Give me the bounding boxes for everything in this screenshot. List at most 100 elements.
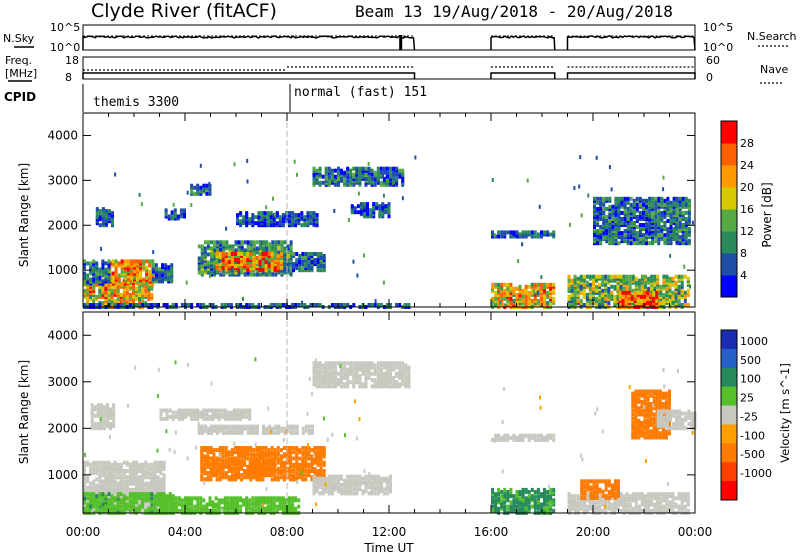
range-cell xyxy=(654,202,658,207)
range-cell xyxy=(636,298,640,303)
range-cell xyxy=(167,214,171,219)
range-cell xyxy=(156,504,160,509)
range-cell xyxy=(319,252,323,256)
range-cell xyxy=(298,475,302,480)
range-cell xyxy=(255,424,259,429)
range-cell xyxy=(638,237,642,242)
range-cell xyxy=(509,292,513,297)
range-cell xyxy=(675,202,679,207)
range-cell xyxy=(275,303,279,307)
range-cell xyxy=(92,259,96,264)
isolated-echo xyxy=(491,178,494,182)
range-cell xyxy=(530,232,534,237)
range-cell xyxy=(101,259,105,264)
range-cell xyxy=(213,424,217,429)
range-cell xyxy=(378,214,382,219)
range-cell xyxy=(116,492,120,497)
range-cell xyxy=(236,502,239,507)
freq-label-line1: Freq. xyxy=(5,54,32,67)
range-cell xyxy=(215,477,219,482)
range-cell xyxy=(196,303,200,307)
range-cell xyxy=(128,477,132,482)
range-cell xyxy=(624,290,628,295)
range-cell xyxy=(237,252,240,256)
range-cell xyxy=(307,268,311,273)
range-cell xyxy=(315,213,319,218)
range-cell xyxy=(232,504,236,509)
range-cell xyxy=(224,450,228,455)
range-cell xyxy=(159,490,163,494)
range-cell xyxy=(500,230,504,235)
range-cell xyxy=(92,487,96,492)
range-cell xyxy=(147,496,151,501)
range-cell xyxy=(215,471,219,476)
range-cell xyxy=(107,471,111,476)
range-cell xyxy=(629,196,633,201)
range-cell xyxy=(262,428,265,433)
noise-traces xyxy=(82,35,696,51)
isolated-echo xyxy=(138,192,141,197)
range-cell xyxy=(373,182,377,187)
range-cell xyxy=(379,166,383,171)
range-cell xyxy=(315,371,319,376)
range-cell xyxy=(213,264,217,269)
range-cell xyxy=(319,469,323,473)
range-cell xyxy=(234,426,238,431)
range-cell xyxy=(258,475,262,480)
range-cell xyxy=(261,458,265,463)
range-cell xyxy=(669,214,673,219)
range-cell xyxy=(159,410,163,415)
range-cell xyxy=(271,272,275,277)
range-cell xyxy=(304,450,308,455)
range-cell xyxy=(273,466,277,471)
range-cell xyxy=(599,206,603,211)
range-cell xyxy=(608,206,612,211)
range-cell xyxy=(113,502,117,507)
range-cell xyxy=(144,487,148,492)
range-cell xyxy=(245,414,249,419)
range-cell xyxy=(585,280,589,285)
range-cell xyxy=(200,426,204,431)
range-cell xyxy=(119,469,123,473)
range-cell xyxy=(599,200,603,205)
range-cell xyxy=(119,498,123,503)
range-cell xyxy=(135,502,138,507)
range-cell xyxy=(261,454,265,459)
range-cell xyxy=(269,508,273,513)
range-cell xyxy=(217,498,221,503)
range-cell xyxy=(546,303,550,307)
range-cell xyxy=(119,504,123,509)
range-cell xyxy=(212,452,216,457)
range-cell xyxy=(117,275,121,280)
range-cell xyxy=(237,475,240,480)
range-cell xyxy=(294,219,298,224)
range-cell xyxy=(263,215,267,220)
range-cell xyxy=(109,409,112,414)
range-cell xyxy=(359,202,363,207)
range-cell xyxy=(153,502,157,507)
range-cell xyxy=(170,267,174,272)
range-cell xyxy=(248,498,252,503)
range-cell xyxy=(312,378,316,383)
range-cell xyxy=(312,211,316,216)
range-cell xyxy=(141,502,145,507)
range-cell xyxy=(655,303,659,307)
range-cell xyxy=(156,479,160,484)
range-cell xyxy=(313,450,317,455)
range-cell xyxy=(89,294,93,299)
range-cell xyxy=(585,274,589,279)
range-cell xyxy=(141,500,145,505)
isolated-echo xyxy=(208,274,211,279)
range-cell xyxy=(125,290,129,295)
range-cell xyxy=(101,492,105,497)
range-cell xyxy=(98,496,102,501)
range-cell xyxy=(294,506,298,511)
range-cell xyxy=(680,282,684,287)
range-cell xyxy=(180,414,184,419)
range-cell xyxy=(278,500,282,505)
range-cell xyxy=(132,475,135,480)
range-cell xyxy=(333,176,337,181)
range-cell xyxy=(139,265,143,270)
range-cell xyxy=(300,211,304,216)
range-cell xyxy=(104,209,108,214)
